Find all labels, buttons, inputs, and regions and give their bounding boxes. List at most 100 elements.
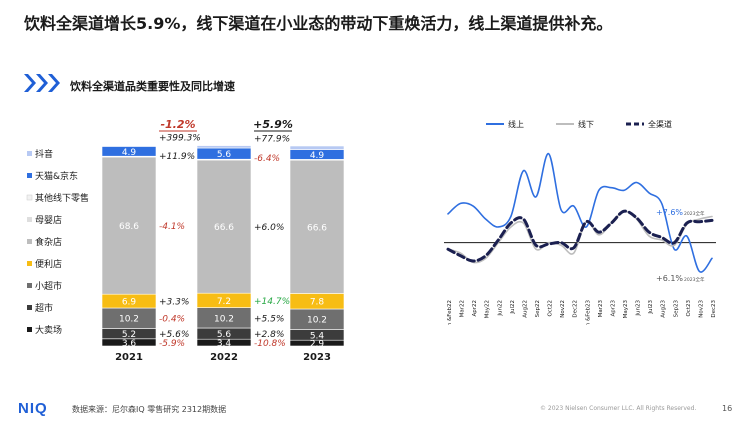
chevron-right-icon — [24, 74, 60, 92]
bar-value-label: 5.2 — [122, 330, 136, 340]
legend-label: 大卖场 — [35, 324, 62, 336]
bar-segment — [196, 145, 252, 149]
legend-swatch — [27, 151, 32, 156]
annotation-note: 2023全年 — [684, 276, 705, 283]
segment-growth-label: -6.4% — [254, 154, 280, 164]
bar-segment — [101, 156, 157, 295]
segment-growth-label: +5.5% — [254, 314, 284, 324]
x-tick-label: Jul22 — [510, 300, 516, 315]
total-growth-label: +5.9% — [253, 118, 293, 131]
x-tick-label: Sep23 — [673, 300, 679, 318]
bar-value-label: 5.6 — [217, 150, 232, 160]
segment-growth-label: +2.8% — [254, 330, 284, 340]
x-tick-label: Dec23 — [711, 300, 717, 318]
x-tick-label: Jul23 — [648, 300, 654, 315]
total-growth-label: -1.2% — [160, 118, 195, 131]
category-label: 2022 — [210, 352, 238, 360]
annotation-note: 2023全年 — [684, 210, 705, 217]
legend-label: 抖音 — [35, 148, 53, 160]
legend-label: 线下 — [578, 119, 594, 129]
x-tick-label: Jun22 — [497, 300, 503, 317]
bar-segment — [289, 145, 345, 150]
bar-value-label: 2.9 — [310, 340, 325, 350]
bar-value-label: 66.6 — [214, 223, 234, 233]
x-tick-label: May22 — [485, 300, 491, 318]
legend-label: 超市 — [35, 302, 53, 314]
legend-swatch — [27, 305, 32, 310]
x-tick-label: Apr23 — [610, 300, 616, 317]
legend-swatch — [26, 194, 33, 201]
segment-growth-label: -5.9% — [159, 339, 185, 349]
legend-swatch — [27, 327, 32, 332]
x-tick-label: Aug22 — [522, 300, 528, 318]
bar-segment — [289, 159, 345, 294]
bar-value-label: 68.6 — [119, 222, 139, 232]
chart-subtitle: 饮料全渠道品类重要性及同比增速 — [70, 80, 235, 93]
x-tick-label: Jun23 — [636, 300, 642, 317]
segment-growth-label: -4.1% — [159, 222, 185, 232]
annotation-value: +7.6% — [656, 208, 683, 217]
bar-value-label: 5.6 — [217, 330, 232, 340]
niq-logo: NIQ — [18, 400, 48, 417]
x-tick-label: Oct22 — [548, 300, 554, 317]
legend-swatch — [27, 217, 32, 222]
bar-value-label: 3.4 — [217, 339, 232, 349]
x-tick-label: Mar23 — [598, 300, 604, 318]
annotation-value: +6.1% — [656, 274, 683, 283]
x-tick-label: Nov23 — [698, 300, 704, 318]
bar-value-label: 3.6 — [122, 339, 137, 349]
bar-value-label: 10.2 — [307, 316, 327, 326]
category-label: 2021 — [115, 352, 143, 360]
segment-growth-label: -10.8% — [254, 339, 286, 349]
segment-growth-label: +11.9% — [159, 152, 195, 162]
x-tick-label: Apr22 — [472, 300, 478, 317]
x-tick-label: Jan &Feb23 — [585, 300, 591, 325]
x-tick-label: May23 — [623, 300, 629, 319]
bar-value-label: 7.2 — [217, 297, 231, 307]
x-tick-label: Aug23 — [661, 300, 667, 318]
legend-label: 母婴店 — [35, 214, 62, 226]
page-headline: 饮料全渠道增长5.9%，线下渠道在小业态的带动下重焕活力，线上渠道提供补充。 — [24, 14, 613, 33]
footer-source: 数据来源：尼尔森IQ 零售研究 2312期数据 — [72, 405, 227, 414]
bar-value-label: 7.8 — [310, 298, 325, 308]
segment-growth-label: +5.6% — [159, 330, 189, 340]
bar-value-label: 5.4 — [310, 331, 325, 341]
legend-swatch — [27, 239, 32, 244]
segment-growth-label: +77.9% — [254, 134, 290, 144]
x-tick-label: Sep22 — [535, 300, 541, 317]
footer-copyright: © 2023 Nielsen Consumer LLC. All Rights … — [540, 405, 697, 412]
legend-swatch — [27, 261, 32, 266]
segment-growth-label: +14.7% — [254, 297, 290, 307]
segment-growth-label: +6.0% — [254, 223, 284, 233]
legend-label: 其他线下零售 — [35, 192, 89, 204]
x-tick-label: Mar22 — [460, 300, 466, 317]
bar-value-label: 4.9 — [310, 151, 325, 161]
series-line — [447, 152, 713, 273]
legend-label: 线上 — [508, 119, 524, 129]
legend-label: 全渠道 — [648, 119, 672, 129]
x-tick-label: Oct23 — [686, 300, 692, 317]
segment-growth-label: +399.3% — [159, 134, 201, 144]
legend-swatch — [27, 283, 32, 288]
x-tick-label: Jan &Feb22 — [447, 300, 453, 325]
x-tick-label: Nov22 — [560, 300, 566, 318]
series-line — [446, 209, 714, 263]
legend-label: 食杂店 — [35, 236, 62, 248]
category-label: 2023 — [303, 352, 331, 360]
bar-value-label: 10.2 — [119, 315, 139, 325]
page-number: 16 — [722, 404, 733, 413]
bar-value-label: 10.2 — [214, 314, 234, 324]
legend-label: 天猫&京东 — [35, 170, 78, 182]
bar-value-label: 66.6 — [307, 223, 327, 233]
segment-growth-label: -0.4% — [159, 315, 185, 325]
bar-value-label: 6.9 — [122, 298, 137, 308]
x-tick-label: Dec22 — [573, 300, 579, 318]
legend-label: 小超市 — [35, 280, 62, 292]
legend-label: 便利店 — [35, 258, 62, 270]
bar-segment — [196, 159, 252, 294]
legend-swatch — [27, 173, 32, 178]
bar-value-label: 4.9 — [122, 148, 137, 158]
segment-growth-label: +3.3% — [159, 298, 189, 308]
